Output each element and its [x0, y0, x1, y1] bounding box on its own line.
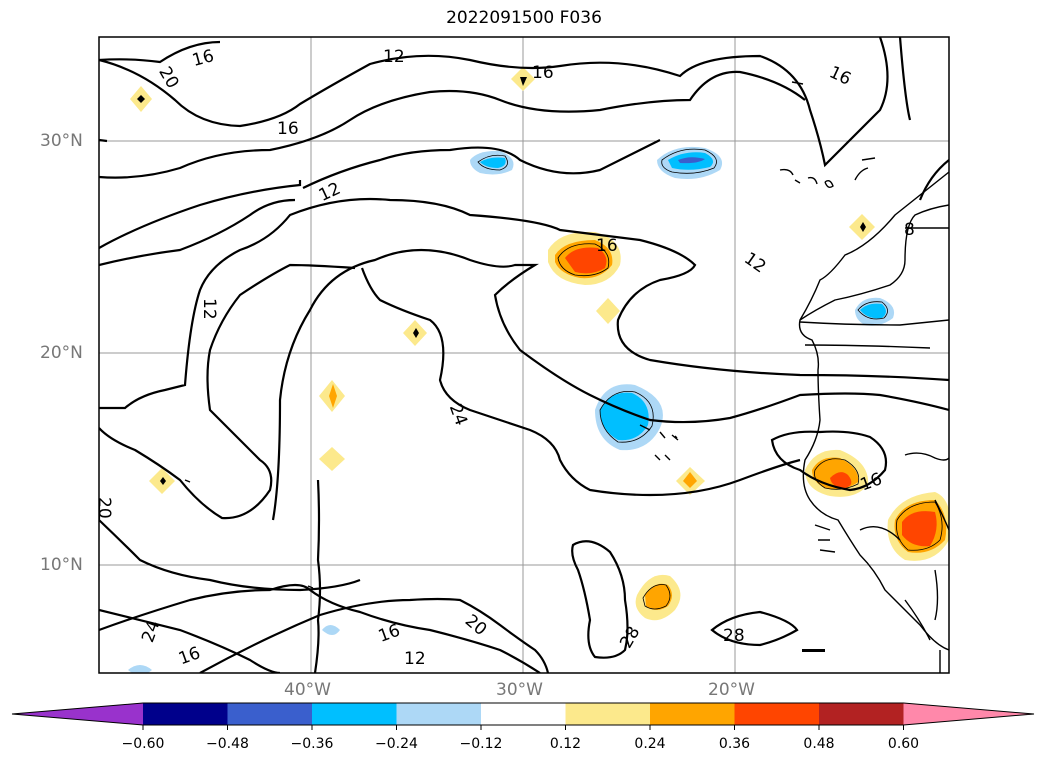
contour-label: 16 [826, 62, 854, 89]
colorbar-tick-label: −0.24 [375, 736, 418, 752]
contour-label: 28 [723, 626, 745, 646]
contour-label: 20 [94, 497, 114, 519]
colorbar-segment [227, 703, 313, 725]
contour-label: 12 [383, 47, 405, 67]
negative-anomaly-a [595, 384, 663, 451]
lon-label-20w: 20°W [708, 680, 755, 700]
contour-label: 12 [740, 249, 769, 278]
contours [99, 37, 949, 673]
anomaly-outlines [477, 148, 943, 610]
contour-label: 8 [904, 220, 915, 240]
contour-labels: 16 20 12 16 16 16 12 12 16 12 24 20 24 1… [94, 46, 915, 669]
colorbar-segment [312, 703, 397, 725]
colorbar-tick-label: 0.60 [887, 736, 920, 752]
positive-anomaly-c [887, 492, 949, 561]
colorbar-segment [143, 703, 228, 725]
contour-label: 24 [138, 618, 164, 645]
colorbar-tick-label: 0.48 [803, 736, 835, 752]
colorbar-tick-label: 0.24 [634, 736, 666, 752]
lat-label-30n: 30°N [40, 131, 83, 151]
filled-anomalies [128, 67, 949, 673]
colorbar-segments [11, 702, 1035, 730]
colorbar-tick-label: 0.12 [549, 736, 582, 752]
small-islands [137, 77, 866, 652]
colorbar-extend-min [12, 703, 143, 725]
negative-anomaly-c [470, 150, 514, 175]
colorbar-segment [650, 703, 735, 725]
colorbar-tick-label: 0.36 [718, 736, 751, 752]
negative-anomaly-b [657, 146, 723, 179]
contour-label: 12 [404, 649, 426, 669]
contour-label: 16 [190, 46, 216, 71]
colorbar-segment [565, 703, 651, 725]
contour-label: 16 [176, 643, 203, 669]
contour-label: 28 [616, 623, 644, 652]
lon-label-30w: 30°W [496, 680, 543, 700]
negative-anomaly-e [128, 625, 340, 673]
contour-label: 16 [532, 63, 554, 83]
colorbar-tick-label: −0.12 [459, 736, 503, 752]
lat-label-10n: 10°N [40, 555, 83, 575]
colorbar-segment [481, 703, 566, 725]
map-panel: 16 20 12 16 16 16 12 12 16 12 24 20 24 1… [94, 36, 950, 674]
map-frame [98, 36, 950, 674]
colorbar-segment [734, 703, 820, 725]
contour-label: 12 [199, 298, 219, 320]
colorbar-tick-label: −0.60 [121, 736, 165, 752]
small-positive-diamonds [130, 67, 875, 495]
colorbar-segment [819, 703, 904, 725]
colorbar-extend-max [903, 703, 1034, 725]
colorbar-tick-label: −0.48 [206, 736, 249, 752]
lon-label-40w: 40°W [284, 680, 331, 700]
gridlines [99, 37, 949, 673]
contour-label: 16 [596, 236, 618, 256]
colorbar [11, 702, 1035, 730]
map-area [99, 37, 949, 673]
colorbar-segment [396, 703, 482, 725]
contour-label: 16 [277, 119, 299, 139]
lat-label-20n: 20°N [40, 343, 83, 363]
coastlines [184, 81, 949, 673]
contour-label: 24 [445, 401, 471, 428]
positive-anomaly-d [635, 574, 681, 621]
colorbar-tick-label: −0.36 [290, 736, 334, 752]
map-title: 2022091500 F036 [446, 8, 602, 28]
